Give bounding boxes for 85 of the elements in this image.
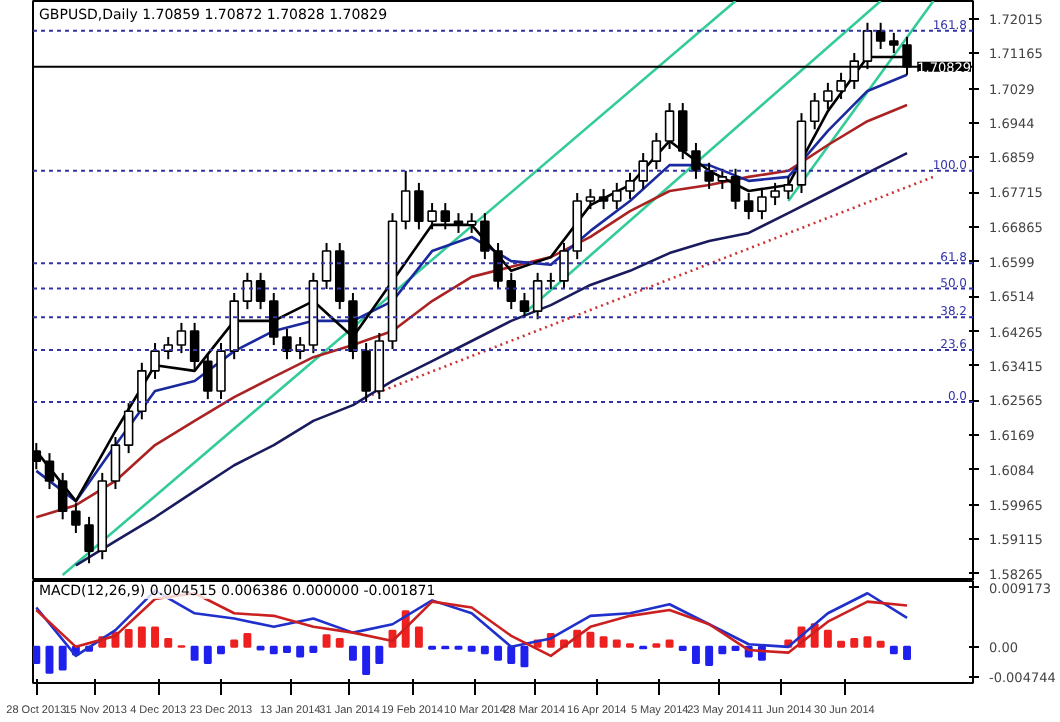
bar bbox=[269, 645, 278, 655]
candlestick bbox=[440, 202, 451, 231]
candlestick bbox=[638, 152, 648, 190]
bar bbox=[58, 645, 67, 671]
candlestick bbox=[480, 212, 490, 261]
candlestick bbox=[809, 91, 820, 131]
bar bbox=[520, 645, 529, 668]
candlestick bbox=[44, 452, 55, 491]
candlestick bbox=[110, 436, 121, 491]
candlestick bbox=[559, 242, 569, 290]
bar bbox=[705, 645, 714, 666]
candlestick bbox=[493, 242, 503, 290]
bar bbox=[480, 645, 489, 655]
bar bbox=[823, 629, 832, 648]
bar bbox=[217, 645, 225, 655]
bar bbox=[164, 638, 173, 648]
bar bbox=[889, 645, 898, 655]
bar bbox=[691, 645, 700, 664]
candlestick bbox=[743, 191, 754, 221]
candlestick bbox=[163, 335, 173, 361]
bar bbox=[151, 626, 159, 648]
candlestick bbox=[189, 321, 200, 371]
candlestick bbox=[598, 187, 609, 211]
candlestick bbox=[704, 161, 714, 190]
candlestick bbox=[783, 175, 794, 201]
bar bbox=[296, 645, 305, 658]
candlestick bbox=[361, 342, 371, 403]
bar bbox=[203, 645, 212, 664]
candlestick bbox=[176, 321, 187, 355]
bar bbox=[612, 639, 621, 648]
candlestick bbox=[691, 141, 701, 180]
line-series bbox=[74, 151, 909, 567]
candlestick bbox=[242, 271, 253, 311]
candlestick bbox=[717, 167, 728, 190]
candlestick bbox=[823, 81, 833, 111]
bar bbox=[586, 631, 595, 648]
candlestick bbox=[123, 402, 134, 455]
candlestick bbox=[757, 187, 767, 221]
bar bbox=[507, 645, 516, 664]
candlestick bbox=[836, 71, 846, 101]
bar bbox=[137, 626, 146, 648]
bar bbox=[243, 632, 252, 648]
candlestick bbox=[519, 292, 530, 320]
candlestick bbox=[255, 271, 266, 311]
bar bbox=[414, 626, 423, 648]
bar bbox=[876, 640, 885, 648]
candlestick bbox=[506, 271, 516, 311]
candlestick bbox=[532, 271, 543, 321]
candlestick bbox=[770, 181, 780, 207]
candlestick bbox=[612, 181, 622, 211]
candlestick bbox=[269, 292, 279, 347]
bar bbox=[190, 645, 199, 661]
candlestick bbox=[651, 131, 662, 171]
bar bbox=[45, 645, 54, 674]
candlestick bbox=[730, 167, 741, 211]
bar bbox=[309, 645, 318, 654]
bar bbox=[335, 638, 344, 648]
bar bbox=[375, 645, 384, 664]
bar bbox=[362, 645, 371, 675]
candlestick bbox=[321, 242, 332, 290]
bar bbox=[230, 639, 239, 648]
candlestick bbox=[625, 171, 635, 201]
candlestick bbox=[875, 21, 886, 50]
candlestick bbox=[453, 212, 464, 234]
bar bbox=[665, 639, 674, 648]
bar bbox=[322, 634, 331, 648]
bar bbox=[718, 645, 727, 655]
candlestick bbox=[585, 187, 596, 211]
bar bbox=[124, 629, 133, 648]
bar bbox=[283, 645, 291, 654]
bar bbox=[494, 645, 503, 661]
candlestick bbox=[400, 169, 411, 231]
candlestick bbox=[664, 102, 675, 151]
bar bbox=[903, 645, 911, 661]
candlestick bbox=[137, 361, 147, 421]
bar bbox=[599, 636, 608, 648]
bar bbox=[348, 645, 357, 661]
bar bbox=[837, 640, 846, 648]
candlestick bbox=[150, 342, 160, 380]
bar bbox=[850, 638, 859, 648]
candlestick bbox=[84, 515, 94, 565]
candlestick bbox=[678, 102, 688, 161]
bar bbox=[863, 636, 872, 648]
candlestick bbox=[466, 212, 477, 234]
bar bbox=[33, 645, 41, 664]
